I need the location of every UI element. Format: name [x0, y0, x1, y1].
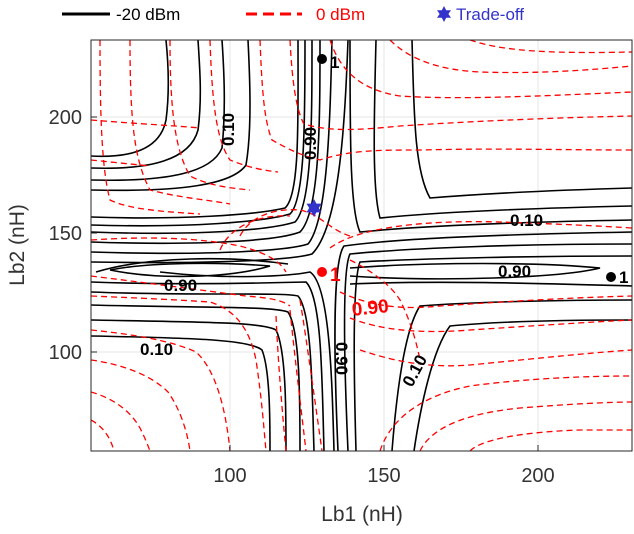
peak-point-red — [317, 267, 327, 277]
red-contour — [275, 315, 287, 451]
black-contour — [373, 40, 632, 219]
black-contour — [159, 271, 335, 451]
legend-label-20dbm: -20 dBm — [116, 5, 180, 24]
y-tick-label: 100 — [49, 342, 82, 364]
red-contour — [259, 40, 632, 161]
red-contour — [349, 259, 421, 361]
red-contour — [91, 359, 191, 451]
tradeoff-hexagram-icon — [306, 199, 322, 217]
x-tick-label: 100 — [213, 465, 246, 487]
red-contour — [91, 119, 201, 129]
red-contour — [419, 401, 632, 451]
contour-label: 0.10 — [140, 340, 173, 359]
red-contour — [329, 40, 632, 99]
black-contour — [334, 231, 632, 451]
x-axis-title: Lb1 (nH) — [321, 503, 403, 526]
black-contour — [91, 291, 315, 451]
red-contour — [469, 40, 632, 54]
peak-label-top: 1 — [330, 53, 339, 72]
legend: -20 dBm 0 dBm Trade-off — [62, 5, 524, 24]
y-tick-label: 200 — [49, 107, 82, 129]
black-contour — [91, 40, 226, 182]
peak-point-top — [317, 54, 327, 64]
legend-hexagram-icon — [437, 6, 451, 22]
black-contour — [391, 299, 632, 451]
black-contour — [109, 262, 271, 278]
black-contour — [353, 255, 632, 451]
x-tick-label: 200 — [521, 465, 554, 487]
red-contour — [91, 159, 151, 167]
legend-label-0dbm: 0 dBm — [316, 5, 365, 24]
black-contour — [411, 40, 632, 199]
red-contour — [299, 299, 323, 451]
axis-ticks — [91, 116, 539, 451]
contour-label-red: 0.90 — [351, 296, 390, 321]
red-contour — [349, 317, 632, 333]
red-contour — [469, 429, 632, 451]
black-contour — [343, 243, 632, 451]
points: 1 1 1 — [306, 53, 628, 287]
contour-label: 0.90 — [332, 342, 351, 375]
contour-label: 0.10 — [510, 211, 543, 230]
contour-label: 0.90 — [301, 127, 320, 160]
peak-label-red: 1 — [330, 265, 341, 286]
black-contour — [91, 40, 299, 219]
red-contour — [339, 291, 632, 309]
red-contour — [169, 40, 251, 191]
black-contour — [91, 40, 349, 264]
red-contour — [219, 215, 291, 251]
red-contour — [209, 40, 279, 173]
black-contour — [91, 281, 325, 451]
black-contour — [91, 40, 306, 227]
black-contour — [349, 262, 601, 280]
black-contour — [349, 40, 632, 233]
plot-frame — [90, 39, 633, 452]
red-contours — [91, 40, 632, 451]
red-contour — [329, 221, 632, 249]
black-contour — [91, 40, 333, 255]
contour-label: 0.90 — [164, 276, 197, 295]
black-contour — [91, 40, 251, 192]
contour-label: 0.10 — [219, 113, 238, 146]
y-axis-title: Lb2 (nH) — [6, 204, 29, 286]
black-contour — [95, 257, 289, 273]
red-contour — [91, 329, 231, 451]
black-contour — [91, 40, 321, 245]
peak-point-right — [606, 272, 616, 282]
black-contour — [91, 40, 313, 235]
red-contour — [389, 40, 632, 74]
x-tick-label: 150 — [367, 465, 400, 487]
legend-label-tradeoff: Trade-off — [456, 5, 524, 24]
black-contour — [413, 319, 632, 451]
red-contour — [359, 349, 632, 367]
red-contour — [379, 375, 632, 451]
red-contour — [289, 40, 632, 131]
black-contour — [91, 40, 202, 170]
red-contour — [91, 237, 287, 273]
red-contour — [91, 295, 267, 451]
black-contour — [91, 40, 170, 158]
y-tick-label: 150 — [49, 223, 82, 245]
peak-label-right: 1 — [619, 268, 628, 287]
contour-label: 0.90 — [498, 262, 531, 281]
black-contour — [91, 319, 287, 451]
black-contour — [91, 335, 271, 451]
red-contour — [289, 309, 307, 451]
red-contour — [91, 391, 151, 451]
red-contour — [91, 419, 115, 451]
